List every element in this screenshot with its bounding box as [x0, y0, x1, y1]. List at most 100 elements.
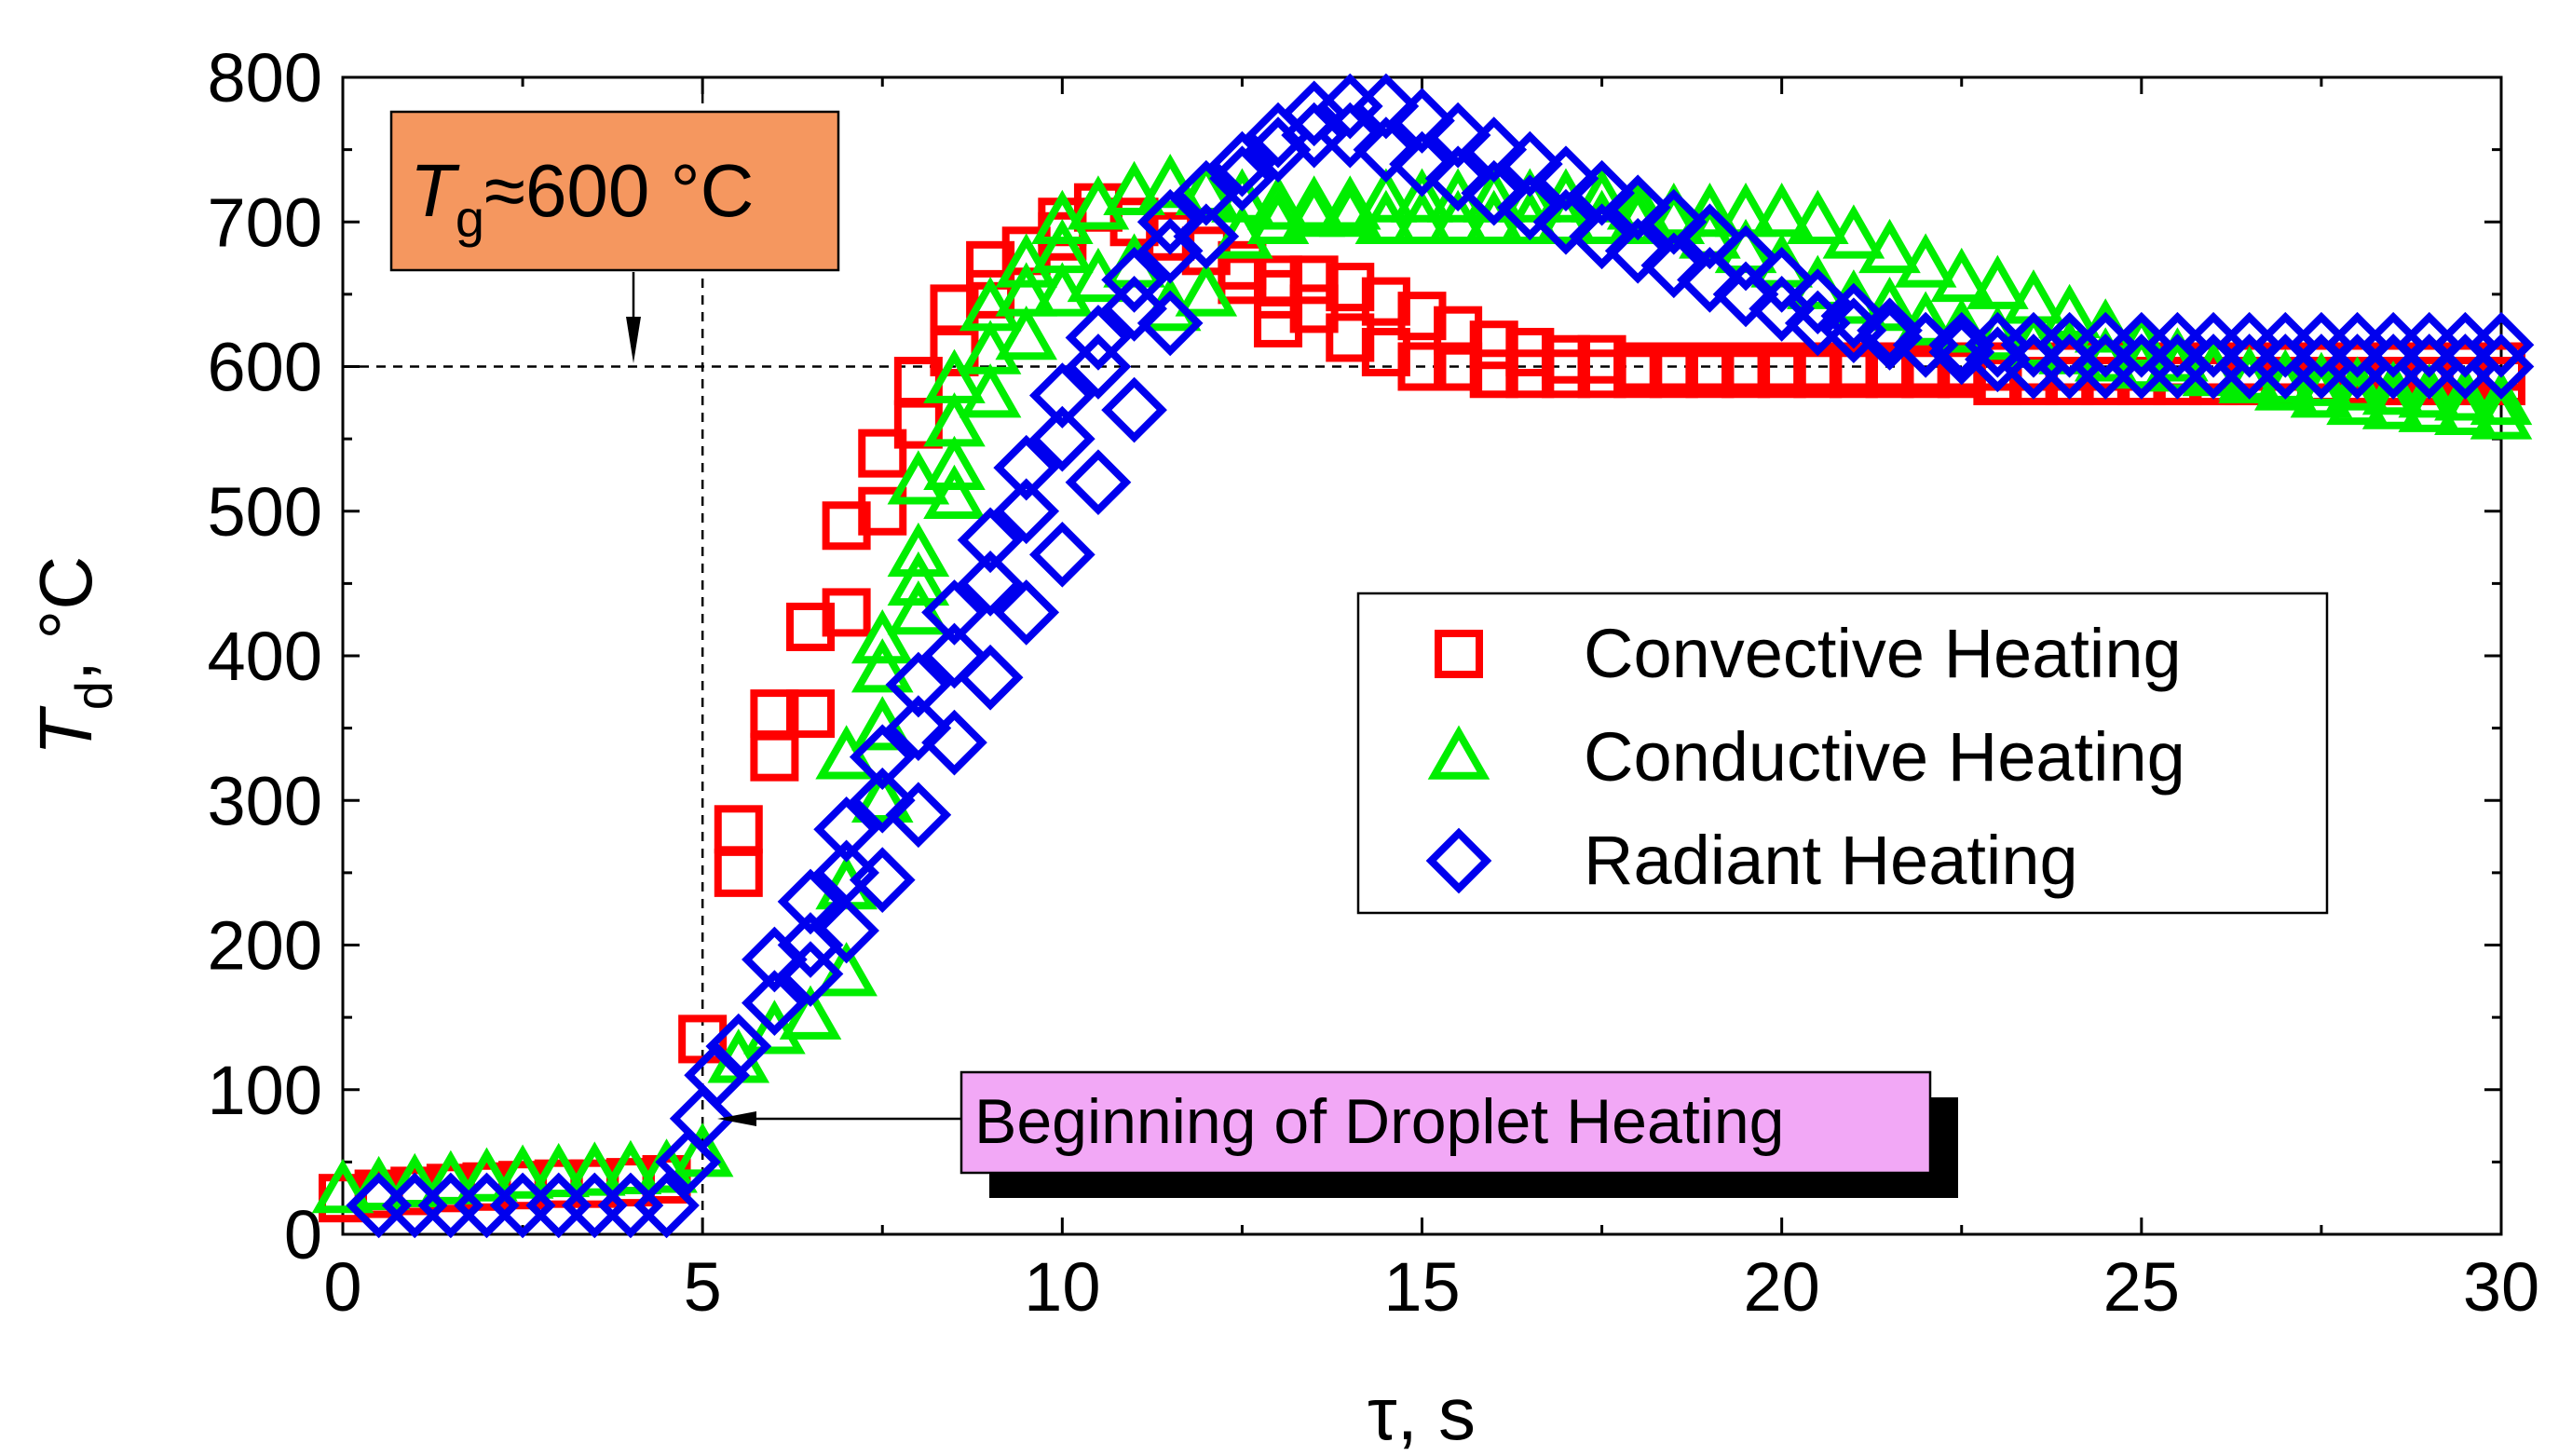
y-tick-label: 600 [208, 329, 322, 406]
y-tick-label: 500 [208, 473, 322, 551]
y-tick-label: 300 [208, 762, 322, 839]
data-point [1930, 247, 1994, 303]
data-point [1822, 204, 1885, 259]
data-point [858, 429, 907, 478]
data-point [1894, 233, 1957, 288]
data-point [1505, 327, 1555, 376]
data-point [2296, 342, 2346, 391]
data-point [993, 579, 1060, 646]
data-point [705, 1013, 772, 1080]
data-point [923, 464, 986, 520]
gas-temperature-label: Tg≈600 °C [410, 149, 754, 248]
data-point [1649, 342, 1698, 391]
data-point [1541, 334, 1590, 384]
data-point [1326, 263, 1375, 312]
data-point [1218, 255, 1267, 305]
data-point [1246, 175, 1310, 230]
y-tick-label: 400 [208, 618, 322, 695]
data-point [1246, 189, 1310, 245]
data-point [786, 689, 836, 739]
data-point [1361, 327, 1410, 376]
legend-marker-triangle [1427, 725, 1490, 780]
droplet-heating-annotation: Beginning of Droplet Heating [717, 1070, 1958, 1198]
x-tick-label: 30 [2463, 1248, 2539, 1326]
data-point [1397, 342, 1447, 391]
data-point [655, 1129, 722, 1195]
data-point [849, 724, 916, 791]
data-point [1028, 405, 1095, 472]
x-tick-label: 0 [323, 1248, 361, 1326]
data-point [1283, 183, 1345, 238]
data-point [1391, 168, 1453, 223]
data-point [887, 551, 950, 606]
droplet-heating-box [959, 1070, 1932, 1175]
data-point [921, 579, 987, 646]
data-point [2361, 360, 2425, 415]
data-point [1712, 225, 1779, 292]
data-point [923, 435, 986, 490]
data-point [2434, 366, 2497, 421]
data-point [1640, 188, 1708, 255]
data-point [923, 348, 986, 403]
x-axis: 0 5 10 15 20 25 30 [323, 77, 2539, 1326]
data-point [1604, 217, 1671, 284]
legend-marker-square [1435, 630, 1483, 678]
data-point [1604, 174, 1671, 241]
data-point [777, 868, 844, 935]
data-point [851, 638, 914, 693]
y-tick-label: 700 [208, 184, 322, 261]
series-diamond [346, 73, 2535, 1239]
data-point [1065, 449, 1132, 516]
data-point [1424, 145, 1491, 212]
data-point [1173, 203, 1240, 270]
series-layer [311, 73, 2535, 1239]
y-tick-label: 800 [208, 39, 322, 116]
data-point [1858, 276, 1921, 332]
data-point [1749, 276, 1816, 342]
data-point [849, 767, 916, 834]
data-point [1028, 362, 1095, 429]
x-tick-label: 20 [1744, 1248, 1820, 1326]
data-point [1928, 319, 1995, 386]
data-point [311, 1158, 374, 1214]
data-point [813, 796, 879, 863]
data-point [993, 434, 1060, 501]
data-point [419, 1150, 483, 1204]
data-point [923, 392, 986, 447]
data-point [1289, 255, 1339, 305]
data-point [1065, 305, 1132, 371]
gas-temperature-box [389, 110, 840, 272]
droplet-heating-label: Beginning of Droplet Heating [974, 1086, 1784, 1157]
data-point [921, 622, 987, 689]
data-point [2468, 311, 2535, 378]
data-point [995, 305, 1058, 361]
data-point [1103, 160, 1165, 215]
data-point [1749, 246, 1816, 313]
x-tick-label: 15 [1383, 1248, 1460, 1326]
data-point [742, 970, 808, 1036]
legend-box [1356, 592, 2329, 915]
data-point [1361, 277, 1410, 326]
legend-marker-diamond [1425, 827, 1492, 894]
data-point [1640, 232, 1708, 299]
gas-temperature-annotation: Tg≈600 °C [389, 110, 840, 363]
legend-label-convective: Convective Heating [1584, 615, 2182, 692]
data-point [887, 522, 950, 578]
data-point [1532, 188, 1599, 255]
data-point [1677, 246, 1743, 313]
data-point [1101, 246, 1167, 313]
droplet-heating-arrowhead [717, 1111, 756, 1126]
data-point [1894, 291, 1957, 346]
data-point [1281, 80, 1348, 147]
data-point [1353, 73, 1420, 140]
data-point [1326, 313, 1375, 362]
data-point [1757, 342, 1806, 391]
data-point [858, 486, 907, 536]
data-point [851, 768, 914, 823]
data-point [1569, 203, 1635, 270]
data-point [714, 805, 763, 854]
data-point [1469, 320, 1518, 370]
data-point [1966, 254, 2029, 309]
data-point [1820, 297, 1887, 364]
y-axis-title: Td, °C [24, 556, 123, 755]
